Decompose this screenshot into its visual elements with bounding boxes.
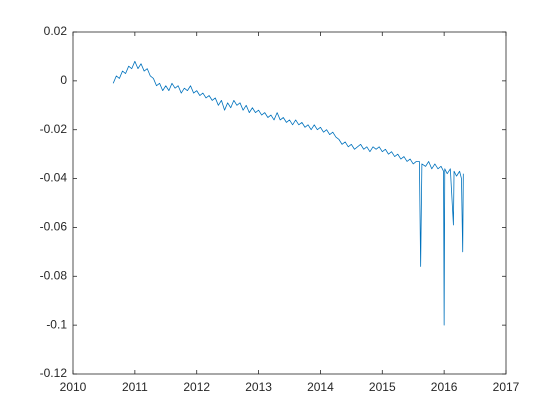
y-tick-label: -0.08 bbox=[40, 268, 68, 282]
x-tick-label: 2016 bbox=[431, 380, 458, 394]
plot-area bbox=[72, 31, 507, 375]
x-tick-label: 2017 bbox=[493, 380, 520, 394]
data-line bbox=[112, 60, 464, 326]
y-tick-label: -0.06 bbox=[40, 220, 68, 234]
x-tick-label: 2015 bbox=[369, 380, 396, 394]
y-tick-label: -0.1 bbox=[46, 317, 67, 331]
x-tick-label: 2014 bbox=[307, 380, 334, 394]
y-tick-label: 0.02 bbox=[44, 24, 68, 38]
y-tick-label: -0.12 bbox=[40, 366, 68, 380]
x-tick-label: 2012 bbox=[183, 380, 210, 394]
y-tick-label: -0.02 bbox=[40, 122, 68, 136]
x-tick-label: 2010 bbox=[60, 380, 87, 394]
x-tick-label: 2013 bbox=[245, 380, 272, 394]
x-tick-label: 2011 bbox=[122, 380, 148, 394]
y-tick-label: 0 bbox=[60, 73, 67, 87]
y-tick-label: -0.04 bbox=[40, 171, 68, 185]
